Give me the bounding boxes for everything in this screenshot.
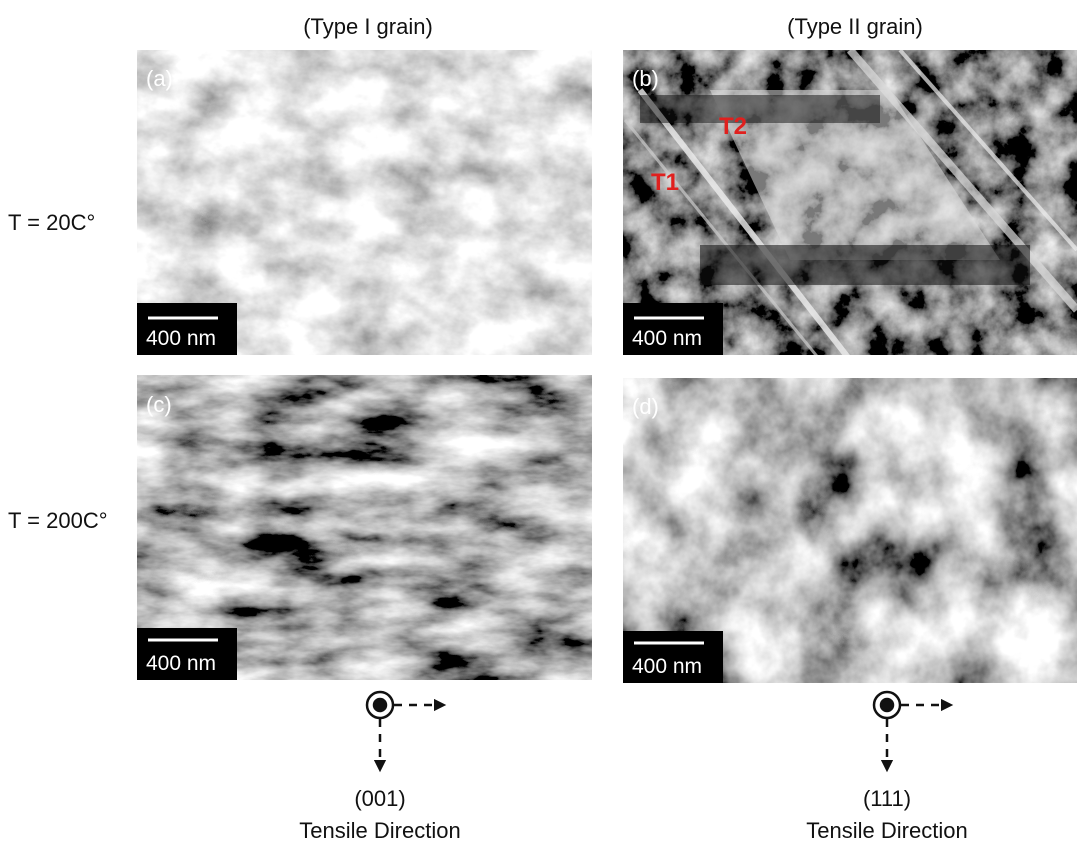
annotation: T1	[651, 169, 679, 196]
micrograph: (d) 400 nm	[623, 378, 1077, 683]
plane-label: (001)	[354, 786, 405, 811]
scale-label: 400 nm	[146, 327, 216, 350]
caption: Tensile Direction	[806, 818, 967, 843]
caption: Tensile Direction	[299, 818, 460, 843]
row-label: T = 200C°	[8, 508, 108, 533]
micrograph: (c) 400 nm	[137, 375, 592, 680]
scale-label: 400 nm	[146, 652, 216, 675]
panel-label: (b)	[632, 66, 659, 91]
column-header: (Type I grain)	[303, 14, 433, 39]
panel-label: (a)	[146, 66, 173, 91]
micrograph: (b) 400 nm T1 T2	[623, 50, 1077, 355]
axis-symbol	[365, 690, 954, 773]
row-label: T = 20C°	[8, 210, 95, 235]
scale-label: 400 nm	[632, 655, 702, 678]
column-header: (Type II grain)	[787, 14, 923, 39]
micrograph: (a) 400 nm	[137, 50, 592, 355]
panel-label: (c)	[146, 392, 172, 417]
plane-label: (111)	[863, 786, 911, 811]
panel-label: (d)	[632, 394, 659, 419]
scale-label: 400 nm	[632, 327, 702, 350]
annotation: T2	[719, 113, 747, 140]
